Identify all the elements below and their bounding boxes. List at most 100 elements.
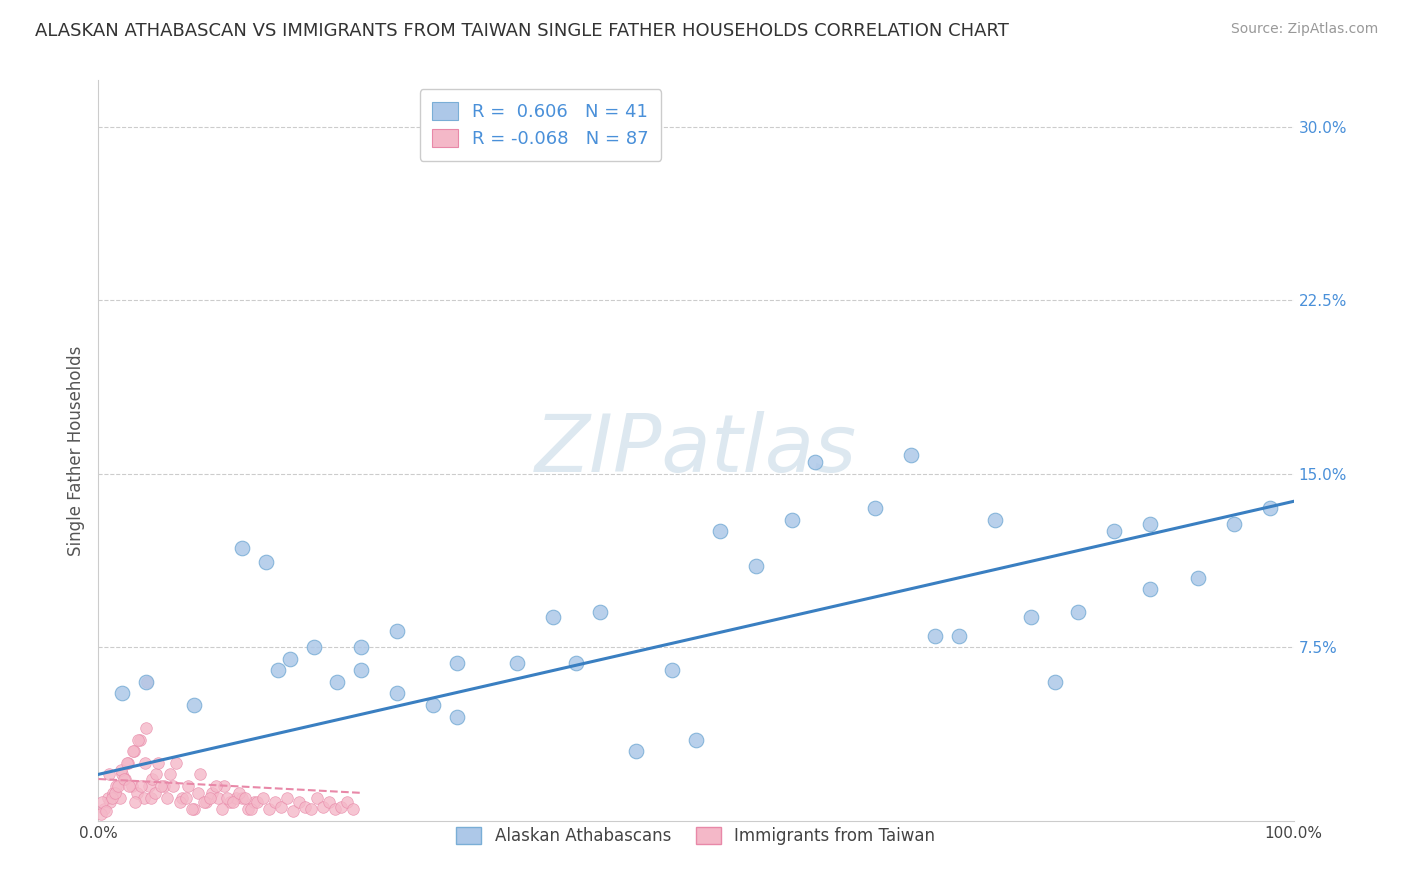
Point: [565, 657, 588, 671]
Point: [254, 554, 277, 569]
Point: [780, 513, 803, 527]
Text: ALASKAN ATHABASCAN VS IMMIGRANTS FROM TAIWAN SINGLE FATHER HOUSEHOLDS CORRELATIO: ALASKAN ATHABASCAN VS IMMIGRANTS FROM TA…: [35, 22, 1010, 40]
Point: [422, 698, 444, 712]
Point: [162, 779, 184, 793]
Point: [111, 767, 134, 781]
Legend: Alaskan Athabascans, Immigrants from Taiwan: Alaskan Athabascans, Immigrants from Tai…: [449, 818, 943, 853]
Point: [153, 779, 176, 793]
Point: [134, 756, 156, 770]
Point: [141, 772, 163, 786]
Point: [446, 657, 468, 671]
Point: [1187, 571, 1209, 585]
Point: [804, 455, 827, 469]
Point: [984, 513, 1007, 527]
Point: [1139, 517, 1161, 532]
Point: [180, 802, 202, 816]
Point: [135, 674, 157, 689]
Point: [231, 541, 253, 555]
Point: [385, 686, 409, 700]
Point: [267, 663, 290, 677]
Point: [318, 795, 340, 809]
Point: [342, 802, 364, 816]
Point: [93, 802, 115, 816]
Point: [1139, 582, 1161, 597]
Point: [865, 501, 887, 516]
Point: [506, 657, 529, 671]
Point: [276, 790, 298, 805]
Point: [124, 795, 146, 809]
Point: [159, 767, 181, 781]
Point: [107, 779, 129, 793]
Point: [201, 786, 224, 800]
Point: [108, 790, 131, 805]
Point: [336, 795, 359, 809]
Point: [114, 772, 136, 786]
Point: [136, 674, 159, 689]
Point: [165, 756, 187, 770]
Point: [97, 790, 120, 805]
Point: [169, 795, 191, 809]
Point: [110, 763, 132, 777]
Point: [124, 744, 146, 758]
Point: [446, 709, 468, 723]
Point: [299, 802, 322, 816]
Point: [385, 624, 409, 638]
Point: [207, 790, 229, 805]
Y-axis label: Single Father Households: Single Father Households: [66, 345, 84, 556]
Point: [709, 524, 731, 539]
Point: [243, 795, 266, 809]
Point: [127, 732, 149, 747]
Point: [118, 779, 141, 793]
Point: [98, 767, 121, 781]
Point: [183, 698, 205, 712]
Point: [188, 767, 211, 781]
Point: [125, 786, 148, 800]
Point: [117, 756, 139, 770]
Point: [1019, 610, 1042, 624]
Point: [323, 802, 346, 816]
Point: [143, 786, 166, 800]
Point: [177, 779, 200, 793]
Point: [212, 779, 235, 793]
Point: [112, 772, 135, 786]
Point: [129, 732, 152, 747]
Point: [135, 721, 157, 735]
Point: [924, 628, 946, 642]
Point: [541, 610, 564, 624]
Point: [264, 795, 287, 809]
Point: [94, 805, 117, 819]
Point: [252, 790, 274, 805]
Point: [236, 802, 259, 816]
Point: [211, 802, 233, 816]
Point: [217, 790, 239, 805]
Point: [240, 802, 263, 816]
Point: [302, 640, 325, 654]
Point: [195, 795, 218, 809]
Point: [948, 628, 970, 642]
Point: [270, 799, 292, 814]
Point: [288, 795, 311, 809]
Point: [222, 795, 245, 809]
Point: [131, 779, 153, 793]
Point: [193, 795, 215, 809]
Point: [228, 786, 250, 800]
Point: [326, 674, 349, 689]
Point: [100, 790, 122, 805]
Point: [149, 779, 172, 793]
Point: [307, 790, 329, 805]
Point: [138, 779, 160, 793]
Point: [350, 640, 373, 654]
Point: [101, 786, 124, 800]
Point: [589, 606, 612, 620]
Point: [198, 790, 221, 805]
Text: Source: ZipAtlas.com: Source: ZipAtlas.com: [1230, 22, 1378, 37]
Point: [1104, 524, 1126, 539]
Text: ZIPatlas: ZIPatlas: [534, 411, 858, 490]
Point: [183, 802, 205, 816]
Point: [111, 686, 134, 700]
Point: [1223, 517, 1246, 532]
Point: [91, 795, 114, 809]
Point: [148, 756, 170, 770]
Point: [235, 790, 257, 805]
Point: [278, 651, 301, 665]
